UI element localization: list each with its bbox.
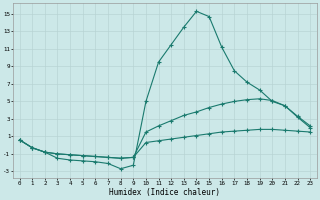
X-axis label: Humidex (Indice chaleur): Humidex (Indice chaleur)	[109, 188, 220, 197]
